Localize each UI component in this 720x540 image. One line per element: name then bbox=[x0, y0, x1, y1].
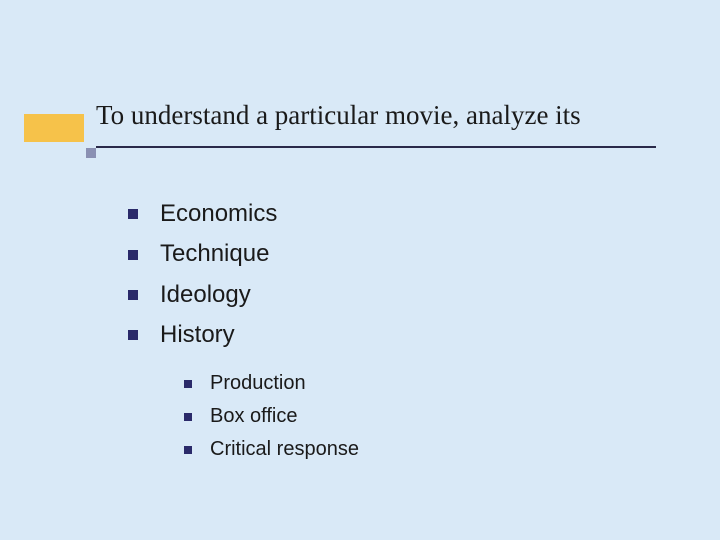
list-item-label: Production bbox=[210, 370, 306, 397]
list-item: Economics bbox=[128, 198, 277, 230]
list-item-label: Ideology bbox=[160, 279, 251, 311]
list-item: Critical response bbox=[184, 436, 359, 463]
accent-box bbox=[24, 114, 84, 142]
slide-title: To understand a particular movie, analyz… bbox=[96, 100, 581, 131]
list-item: History bbox=[128, 319, 277, 351]
title-underline bbox=[96, 146, 656, 148]
square-bullet-icon bbox=[184, 413, 192, 421]
square-bullet-icon bbox=[184, 380, 192, 388]
list-item: Production bbox=[184, 370, 359, 397]
list-item-label: Critical response bbox=[210, 436, 359, 463]
square-bullet-icon bbox=[128, 290, 138, 300]
list-item: Technique bbox=[128, 238, 277, 270]
list-item: Ideology bbox=[128, 279, 277, 311]
sub-list: Production Box office Critical response bbox=[184, 370, 359, 469]
list-item-label: Technique bbox=[160, 238, 269, 270]
main-list: Economics Technique Ideology History bbox=[128, 198, 277, 360]
square-bullet-icon bbox=[128, 330, 138, 340]
list-item-label: Box office bbox=[210, 403, 297, 430]
list-item-label: History bbox=[160, 319, 235, 351]
accent-tiny-square bbox=[86, 148, 96, 158]
list-item-label: Economics bbox=[160, 198, 277, 230]
square-bullet-icon bbox=[128, 209, 138, 219]
square-bullet-icon bbox=[184, 446, 192, 454]
square-bullet-icon bbox=[128, 250, 138, 260]
list-item: Box office bbox=[184, 403, 359, 430]
